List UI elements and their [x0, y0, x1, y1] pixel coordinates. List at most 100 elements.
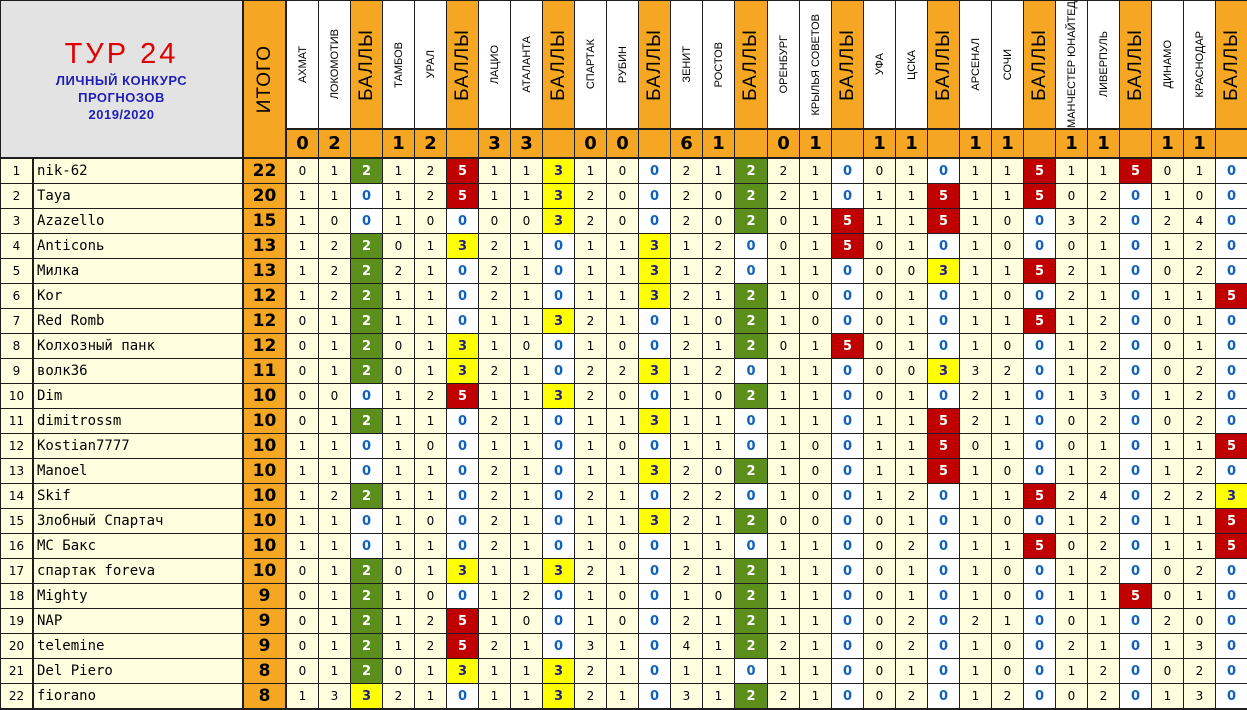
match-points-value: 0 — [1034, 513, 1045, 529]
match-points-value: 5 — [842, 213, 853, 229]
match-points-value: 0 — [842, 438, 853, 454]
predicted-away-value: 1 — [714, 164, 723, 178]
predicted-away-goals: 1 — [511, 484, 542, 508]
predicted-home-goals: 2 — [1056, 634, 1087, 658]
predicted-home-goals: 1 — [960, 509, 991, 533]
predicted-away-value: 1 — [714, 639, 723, 653]
predicted-home-goals: 0 — [864, 634, 895, 658]
predicted-home-value: 1 — [586, 464, 595, 478]
predicted-home-value: 1 — [682, 239, 691, 253]
match-points-value: 0 — [1034, 213, 1045, 229]
match-points-value: 5 — [457, 163, 468, 179]
predicted-away-value: 0 — [714, 214, 723, 228]
match-points-value: 5 — [1034, 263, 1045, 279]
predicted-home-goals: 0 — [864, 359, 895, 383]
match-points-value: 2 — [361, 163, 372, 179]
predicted-home-value: 0 — [779, 339, 788, 353]
predicted-home-value: 0 — [875, 539, 884, 553]
match-points: 0 — [1120, 334, 1151, 358]
predicted-away-goals: 1 — [1184, 509, 1215, 533]
match-points-value: 2 — [746, 313, 756, 329]
match-points-value: 3 — [649, 288, 660, 304]
away-goals: 3 — [520, 133, 533, 154]
predicted-home-goals: 2 — [383, 684, 414, 708]
match-points: 5 — [832, 334, 863, 358]
rank-number: 15 — [1, 509, 32, 533]
match-points: 5 — [1024, 259, 1055, 283]
rank-number: 18 — [1, 584, 32, 608]
rank-value: 6 — [12, 289, 21, 303]
predicted-home-goals: 2 — [768, 159, 799, 183]
match-points: 2 — [351, 584, 382, 608]
home-team-name: ОРЕНБУРГ — [777, 35, 790, 94]
total-column-header: ИТОГО — [244, 1, 285, 157]
match-points: 2 — [735, 584, 767, 608]
predicted-away-goals: 0 — [800, 434, 831, 458]
away-goals: 1 — [1097, 133, 1110, 154]
predicted-home-value: 0 — [1163, 589, 1172, 603]
total-points-value: 10 — [252, 511, 277, 531]
points-result-blank — [639, 130, 670, 157]
match-points-value: 5 — [1130, 163, 1141, 179]
home-team-header: ЗЕНИТ — [671, 1, 702, 128]
match-points: 0 — [351, 209, 382, 233]
match-points-value: 0 — [842, 163, 853, 179]
match-points: 0 — [1120, 484, 1151, 508]
predicted-home-value: 1 — [298, 489, 307, 503]
predicted-away-value: 1 — [330, 589, 339, 603]
predicted-away-value: 0 — [618, 539, 627, 553]
predicted-home-goals: 1 — [960, 634, 991, 658]
predicted-away-goals: 3 — [319, 684, 350, 708]
predicted-away-goals: 2 — [1184, 484, 1215, 508]
predicted-away-value: 1 — [618, 514, 627, 528]
predicted-away-value: 1 — [1195, 164, 1204, 178]
points-header-label: БАЛЛЫ — [1124, 28, 1146, 101]
predicted-home-goals: 1 — [1152, 459, 1183, 483]
predicted-away-goals: 1 — [607, 284, 638, 308]
match-points-value: 0 — [842, 638, 853, 654]
predicted-home-value: 1 — [971, 564, 980, 578]
predicted-away-goals: 1 — [703, 559, 734, 583]
predicted-home-goals: 1 — [960, 559, 991, 583]
match-points-value: 0 — [649, 638, 660, 654]
predicted-home-value: 0 — [394, 239, 403, 253]
total-points: 12 — [244, 309, 285, 333]
points-result-blank — [543, 130, 574, 157]
home-team-header: ДИНАМО — [1152, 1, 1183, 128]
match-points: 0 — [1216, 259, 1247, 283]
home-team-name: МАНЧЕСТЕР ЮНАЙТЕД — [1065, 1, 1078, 128]
match-points: 0 — [1120, 259, 1151, 283]
predicted-home-value: 1 — [394, 539, 403, 553]
predicted-away-goals: 2 — [1088, 659, 1119, 683]
predicted-away-goals: 1 — [1184, 334, 1215, 358]
predicted-away-goals: 1 — [992, 259, 1023, 283]
predicted-home-goals: 1 — [575, 509, 606, 533]
predicted-home-goals: 1 — [1056, 159, 1087, 183]
participant-name: telemine — [34, 634, 242, 658]
total-points: 8 — [244, 684, 285, 708]
match-points-value: 2 — [746, 213, 756, 229]
rank-number: 11 — [1, 409, 32, 433]
predicted-away-value: 2 — [1099, 414, 1108, 428]
predicted-home-goals: 1 — [864, 484, 895, 508]
match-points-value: 5 — [1130, 588, 1141, 604]
total-points: 22 — [244, 159, 285, 183]
total-points: 12 — [244, 284, 285, 308]
match-points-value: 0 — [553, 288, 564, 304]
predicted-away-goals: 1 — [896, 284, 927, 308]
predicted-home-value: 0 — [875, 514, 884, 528]
match-points-value: 0 — [1130, 313, 1141, 329]
match-points: 5 — [1216, 509, 1247, 533]
rank-number: 16 — [1, 534, 32, 558]
away-goals-result: 1 — [896, 130, 927, 157]
predicted-home-goals: 1 — [1152, 684, 1183, 708]
predicted-home-goals: 1 — [383, 584, 414, 608]
match-points-value: 0 — [1226, 338, 1237, 354]
predicted-home-value: 1 — [971, 514, 980, 528]
predicted-home-value: 1 — [779, 464, 788, 478]
match-points-value: 0 — [1130, 513, 1141, 529]
rank-number: 4 — [1, 234, 32, 258]
home-goals: 0 — [584, 133, 597, 154]
predicted-away-value: 0 — [618, 614, 627, 628]
predicted-away-goals: 1 — [415, 684, 446, 708]
